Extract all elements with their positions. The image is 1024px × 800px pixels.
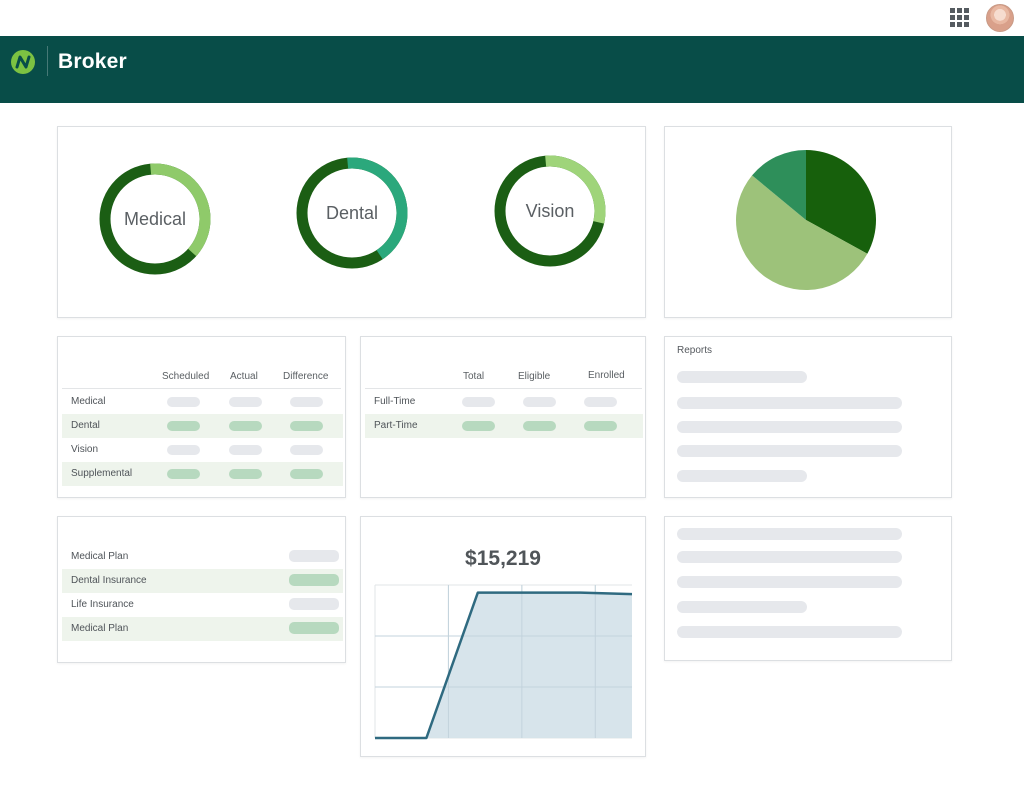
summary-item[interactable] [677, 528, 902, 540]
column-header-total: Total [463, 371, 485, 382]
total-value [462, 421, 495, 431]
list-item[interactable]: Medical Plan [62, 617, 343, 641]
summary-card [664, 516, 952, 661]
plan-value [289, 574, 339, 586]
row-label: Supplemental [71, 468, 133, 479]
pie-slice[interactable] [752, 150, 806, 220]
row-label: Dental [71, 420, 100, 431]
column-header-difference: Difference [283, 371, 329, 382]
benefits-donut-card: Medical Dental Vision [57, 126, 646, 318]
donut-label: Medical [124, 209, 186, 229]
donut-segment [296, 157, 408, 269]
total-value [462, 397, 495, 407]
actual-value [229, 397, 262, 407]
column-header-eligible: Eligible [518, 371, 551, 382]
enrolled-value [584, 421, 617, 431]
summary-item[interactable] [677, 551, 902, 563]
brand-logo-icon[interactable] [10, 49, 36, 75]
scheduled-value [167, 469, 200, 479]
report-item[interactable] [677, 470, 807, 482]
distribution-pie-chart [736, 150, 876, 290]
actual-value [229, 445, 262, 455]
top-bar [0, 0, 1024, 36]
enrolled-value [584, 397, 617, 407]
report-item[interactable] [677, 371, 807, 383]
table-row[interactable]: Vision [62, 438, 343, 462]
pie-slice[interactable] [736, 175, 868, 290]
report-item[interactable] [677, 397, 902, 409]
donut-segment [494, 155, 606, 267]
report-item[interactable] [677, 421, 902, 433]
app-title: Broker [58, 50, 127, 73]
difference-value [290, 469, 323, 479]
reports-title: Reports [677, 345, 713, 356]
pie-chart-card [664, 126, 952, 318]
summary-item[interactable] [677, 601, 807, 613]
table-row[interactable]: Dental [62, 414, 343, 438]
table-header-rule [365, 388, 642, 389]
plan-value [289, 598, 339, 610]
scheduled-value [167, 445, 200, 455]
row-label: Full-Time [374, 396, 416, 407]
donut-segment [99, 163, 211, 275]
area-fill [375, 592, 632, 738]
series-line [375, 591, 633, 740]
donut-label: Vision [526, 201, 575, 221]
donut-vision[interactable]: Vision [494, 155, 606, 267]
list-item[interactable]: Medical Plan [62, 545, 343, 569]
row-label: Vision [71, 444, 99, 455]
plan-name: Life Insurance [71, 599, 134, 610]
plans-card: Medical Plan Dental Insurance Life Insur… [57, 516, 346, 663]
app-header: Broker [0, 36, 1024, 103]
plan-value [289, 550, 339, 562]
premium-area-chart [374, 584, 633, 740]
report-item[interactable] [677, 445, 902, 457]
table-row[interactable]: Supplemental [62, 462, 343, 486]
scheduled-value [167, 421, 200, 431]
list-item[interactable]: Life Insurance [62, 593, 343, 617]
benefits-donut-chart: Medical Dental Vision [99, 155, 606, 275]
difference-value [290, 397, 323, 407]
actual-value [229, 469, 262, 479]
table-row[interactable]: Part-Time [365, 414, 643, 438]
plan-name: Medical Plan [71, 551, 129, 562]
plan-name: Medical Plan [71, 623, 129, 634]
total-amount: $15,219 [465, 547, 541, 570]
reports-card: Reports [664, 336, 952, 498]
table-row[interactable]: Full-Time [365, 390, 643, 414]
employee-table-card: Total Eligible Enrolled Full-Time Part-T… [360, 336, 646, 498]
list-item[interactable]: Dental Insurance [62, 569, 343, 593]
premium-chart-card: $15,219 [360, 516, 646, 757]
difference-value [290, 421, 323, 431]
actual-value [229, 421, 262, 431]
donut-dental[interactable]: Dental [296, 157, 408, 269]
column-header-scheduled: Scheduled [162, 371, 210, 382]
coverage-table-card: Scheduled Actual Difference Medical Dent… [57, 336, 346, 498]
plan-value [289, 622, 339, 634]
pie-slice[interactable] [806, 150, 876, 254]
row-label: Part-Time [374, 420, 418, 431]
summary-item[interactable] [677, 576, 902, 588]
difference-value [290, 445, 323, 455]
column-header-enrolled: Enrolled [588, 370, 625, 381]
eligible-value [523, 421, 556, 431]
donut-label: Dental [326, 203, 378, 223]
header-divider [47, 46, 48, 76]
donut-medical[interactable]: Medical [99, 163, 211, 275]
row-label: Medical [71, 396, 106, 407]
scheduled-value [167, 397, 200, 407]
table-row[interactable]: Medical [62, 390, 343, 414]
column-header-actual: Actual [230, 371, 258, 382]
summary-item[interactable] [677, 626, 902, 638]
apps-grid-icon[interactable] [950, 8, 970, 28]
table-header-rule [62, 388, 341, 389]
user-avatar[interactable] [986, 4, 1014, 32]
eligible-value [523, 397, 556, 407]
plan-name: Dental Insurance [71, 575, 147, 586]
